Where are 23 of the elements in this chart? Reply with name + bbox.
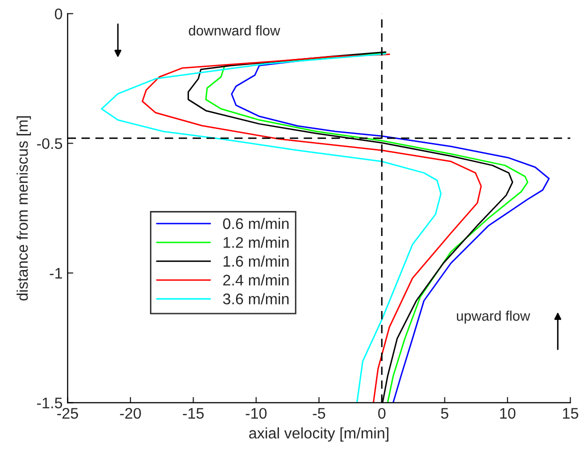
x-tick-label: 0 (378, 408, 386, 419)
line-series (100, 53, 442, 403)
x-tick-label: -10 (246, 408, 267, 419)
legend-label: 2.4 m/min (223, 274, 289, 286)
annotation: downward flow (188, 25, 280, 36)
x-tick-label: -25 (57, 408, 78, 419)
legend-label: 1.2 m/min (224, 236, 289, 248)
y-axis-title: distance from meniscus [m] (16, 116, 31, 300)
x-tick-label: 5 (441, 408, 448, 419)
y-tick-label: -0.5 (37, 138, 62, 150)
x-tick-label: -20 (120, 408, 141, 419)
legend-label: 0.6 m/min (223, 218, 289, 230)
x-tick-label: -5 (312, 408, 326, 419)
x-tick-label: -15 (182, 408, 204, 419)
annotation: upward flow (456, 310, 530, 324)
x-tick-label: 15 (563, 408, 578, 419)
legend-label: 3.6 m/min (223, 293, 289, 304)
legend-label: 1.6 m/min (224, 256, 289, 267)
y-tick-label: -1 (50, 268, 62, 279)
x-tick-label: 10 (500, 408, 516, 419)
y-tick-label: -1.5 (37, 398, 62, 408)
y-tick-label: 0 (54, 8, 62, 20)
x-axis-title: axial velocity [m/min] (249, 427, 388, 442)
